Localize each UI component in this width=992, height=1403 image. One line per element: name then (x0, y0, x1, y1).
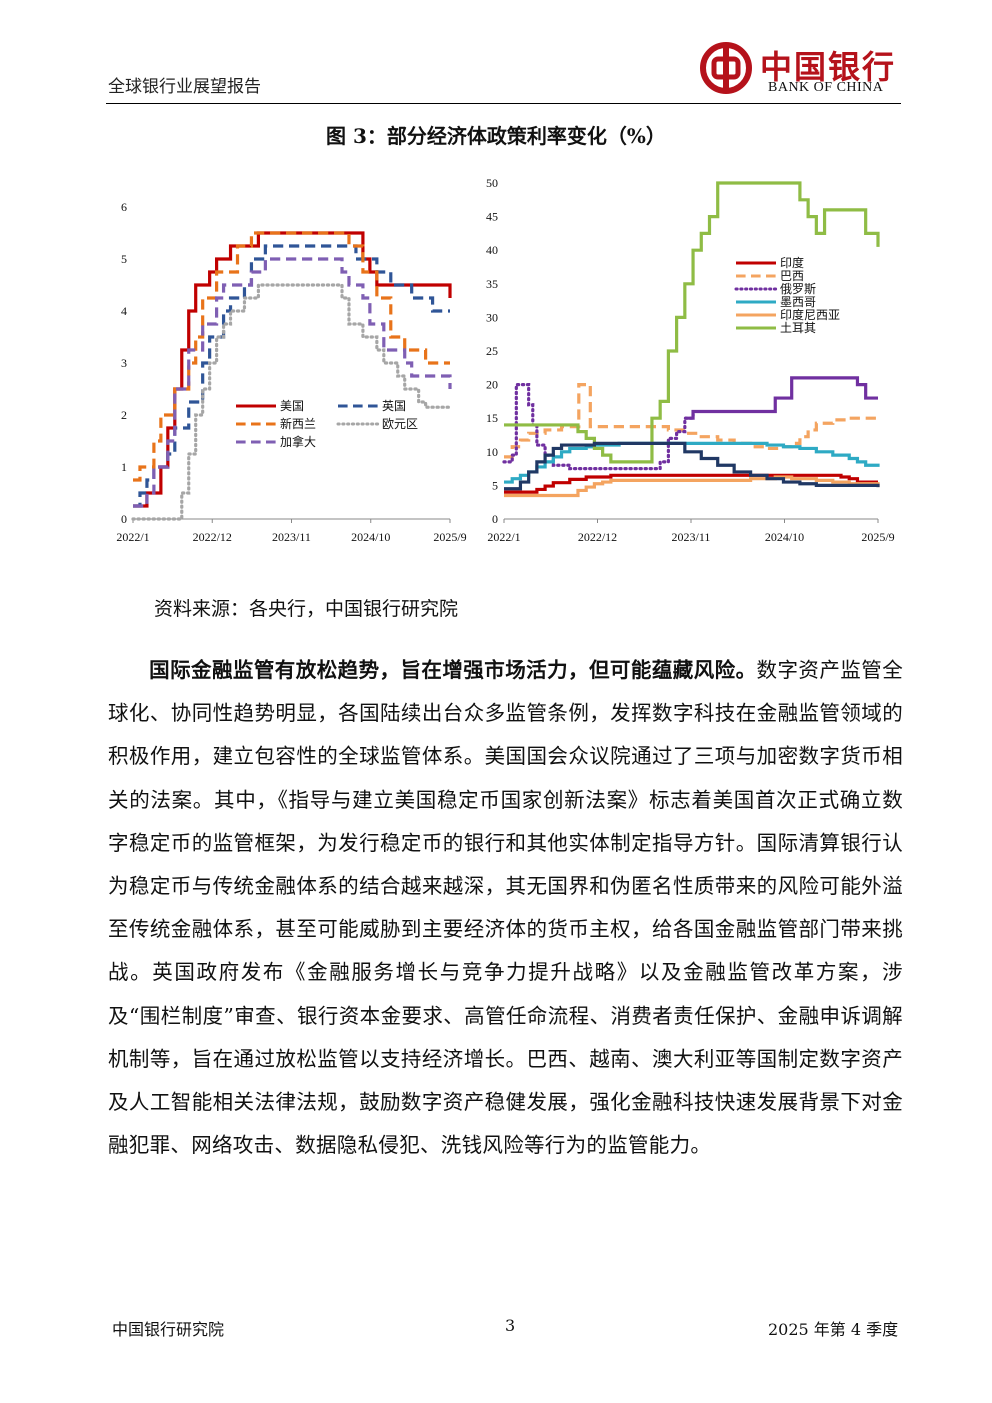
logo-english-name: BANK OF CHINA (768, 80, 884, 95)
x-tick-label: 2024/10 (351, 530, 390, 544)
legend-label: 墨西哥 (780, 295, 816, 309)
series-line (504, 475, 880, 498)
x-tick-label: 2022/1 (116, 530, 149, 544)
legend-label: 加拿大 (280, 434, 316, 449)
legend-label: 美国 (280, 399, 304, 413)
y-tick-label: 0 (492, 512, 498, 526)
report-title: 全球银行业展望报告 (108, 77, 261, 97)
y-tick-label: 20 (486, 378, 498, 392)
x-tick-label: 2025/9 (433, 530, 466, 544)
series-line (504, 473, 878, 494)
x-tick-label: 2022/1 (487, 530, 520, 544)
series-line (133, 231, 452, 508)
x-tick-label: 2022/12 (578, 530, 617, 544)
x-tick-label: 2023/11 (272, 530, 311, 544)
left-rate-chart: 0 1 2 3 4 5 6 2022/1 2022/12 2023/11 2024/10 2025/9… (116, 200, 466, 544)
series-line (504, 383, 878, 459)
y-tick-label: 15 (486, 411, 498, 425)
logo-chinese-name: 中国银行 (760, 48, 897, 86)
x-tick-label: 2025/9 (861, 530, 894, 544)
y-tick-label: 1 (121, 460, 127, 474)
x-tick-label: 2023/11 (672, 530, 711, 544)
y-tick-label: 3 (121, 356, 127, 370)
series-line (131, 283, 452, 521)
y-tick-label: 35 (486, 277, 498, 291)
series-line (504, 441, 880, 491)
y-tick-label: 45 (486, 210, 498, 224)
y-tick-label: 0 (121, 512, 127, 526)
y-tick-label: 2 (121, 408, 127, 422)
body-paragraph: 国际金融监管有放松趋势，旨在增强市场活力，但可能蕴藏风险。数字资产监管全球化、协… (108, 649, 903, 1167)
legend-label: 英国 (382, 399, 406, 413)
right-rate-chart: 0 5 10 15 20 25 30 35 40 45 50 2022/1 2022/12 2023/11… (486, 176, 895, 544)
page-number: 3 (505, 1316, 516, 1335)
y-tick-label: 25 (486, 344, 498, 358)
legend-label: 印度尼西亚 (780, 307, 840, 322)
y-tick-label: 30 (486, 310, 498, 324)
bank-logo: 中国银行 BANK OF CHINA (700, 42, 900, 100)
series-line (133, 257, 452, 508)
y-tick-label: 4 (121, 304, 127, 318)
y-tick-label: 50 (486, 176, 498, 190)
y-tick-label: 10 (486, 445, 498, 459)
footer-date: 2025 年第 4 季度 (768, 1320, 899, 1339)
legend-label: 俄罗斯 (780, 282, 816, 296)
series-line (504, 181, 880, 464)
legend-label: 欧元区 (382, 417, 418, 431)
y-tick-label: 40 (486, 243, 498, 257)
figure-title: 图 3：部分经济体政策利率变化（%） (326, 124, 666, 148)
figure-source: 资料来源：各央行，中国银行研究院 (154, 598, 459, 620)
y-tick-label: 5 (121, 252, 127, 266)
legend-label: 印度 (780, 255, 804, 270)
x-tick-label: 2022/12 (193, 530, 232, 544)
paragraph-text: 数字资产监管全球化、协同性趋势明显，各国陆续出台众多监管条例，发挥数字科技在金融… (108, 658, 903, 1158)
y-tick-label: 5 (492, 478, 498, 492)
footer-org: 中国银行研究院 (112, 1320, 225, 1339)
y-tick-label: 6 (121, 200, 127, 214)
x-tick-label: 2024/10 (765, 530, 804, 544)
paragraph-lead: 国际金融监管有放松趋势，旨在增强市场活力，但可能蕴藏风险。 (149, 658, 757, 682)
legend-label: 巴西 (780, 269, 804, 283)
series-line (684, 376, 878, 420)
series-line (133, 231, 450, 482)
boc-emblem-icon (700, 42, 752, 94)
header-divider (106, 103, 901, 104)
legend-label: 新西兰 (280, 416, 316, 431)
legend-label: 土耳其 (780, 321, 816, 335)
